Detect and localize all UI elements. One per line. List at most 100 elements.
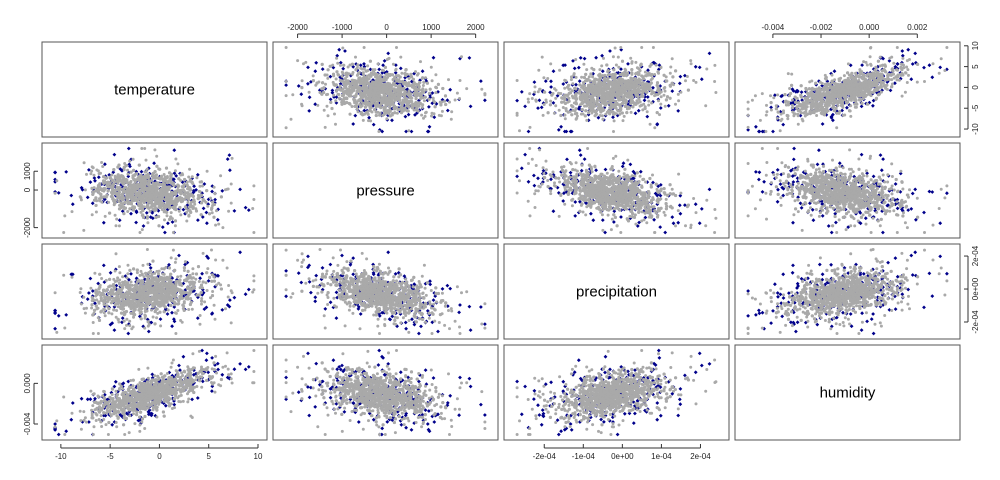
data-point [383,65,387,69]
data-point [659,95,663,99]
data-point [332,93,336,97]
data-point [339,88,343,92]
data-point [685,75,689,78]
data-point [835,126,839,130]
data-point [398,66,403,71]
data-point [598,76,602,81]
data-point [574,97,578,101]
data-point [365,78,369,82]
data-point [580,75,584,79]
data-point [371,78,375,82]
data-point [786,114,790,118]
data-point [575,114,579,118]
data-point [363,93,367,97]
data-point [602,97,607,101]
data-point [643,82,647,86]
data-point [860,101,864,106]
data-point [320,62,324,66]
data-point [861,73,865,77]
data-point [705,67,709,71]
data-point [422,99,426,103]
data-point [423,95,427,99]
data-point [584,109,588,113]
data-point [609,93,613,97]
data-point [588,109,592,113]
data-point [380,71,385,75]
data-point [869,90,873,94]
data-point [425,129,430,134]
data-point [589,90,593,94]
data-point [378,113,381,117]
data-point [527,100,530,104]
data-point [591,103,595,107]
data-point [362,101,367,105]
data-point [847,109,852,113]
data-point [810,88,814,92]
data-point [393,111,397,115]
data-point [377,130,381,133]
data-point [343,77,347,81]
data-point [662,86,666,90]
data-point [307,109,312,113]
data-point [377,100,382,105]
data-point [580,108,584,112]
data-point [455,91,459,95]
data-point [378,94,382,98]
data-point [406,93,410,97]
data-point [869,94,873,98]
data-point [338,84,342,88]
data-point [580,97,584,101]
data-point [568,91,573,95]
data-point [324,82,327,86]
data-point [901,56,905,60]
data-point [629,83,633,87]
data-point [647,82,651,86]
data-point [330,106,334,111]
data-point [439,103,443,107]
data-point [830,73,834,77]
data-point [713,63,717,67]
data-point [842,88,846,92]
data-point [379,102,383,106]
data-point [315,81,319,85]
data-point [458,56,462,61]
data-point [368,59,372,63]
data-point [448,100,451,104]
data-point [585,118,589,122]
data-point [361,113,365,117]
data-point [663,104,667,108]
data-point [381,78,385,82]
data-point [595,99,599,103]
data-point [284,126,288,130]
data-point [915,80,919,84]
data-point [894,75,898,79]
data-point [366,64,370,68]
data-point [420,69,425,74]
data-point [403,72,407,76]
data-point [664,79,668,83]
data-point [765,110,769,114]
data-point [855,86,860,90]
data-point [356,63,360,67]
data-point [559,113,563,118]
data-point [537,68,541,72]
data-point [582,62,586,66]
panel-temperature-vs-humidity [734,41,961,138]
data-point [626,95,631,99]
data-point [852,83,857,87]
data-point [854,73,858,76]
data-point [325,104,329,108]
data-point [359,105,363,109]
data-point [788,87,792,90]
data-point [830,79,834,83]
data-point [414,70,417,74]
data-point [394,63,398,67]
data-point [542,103,546,106]
data-point [404,68,408,72]
data-point [618,109,622,113]
data-point [890,82,894,86]
data-point [612,75,616,79]
data-point [393,75,397,79]
data-point [458,97,461,100]
data-point [783,93,787,97]
